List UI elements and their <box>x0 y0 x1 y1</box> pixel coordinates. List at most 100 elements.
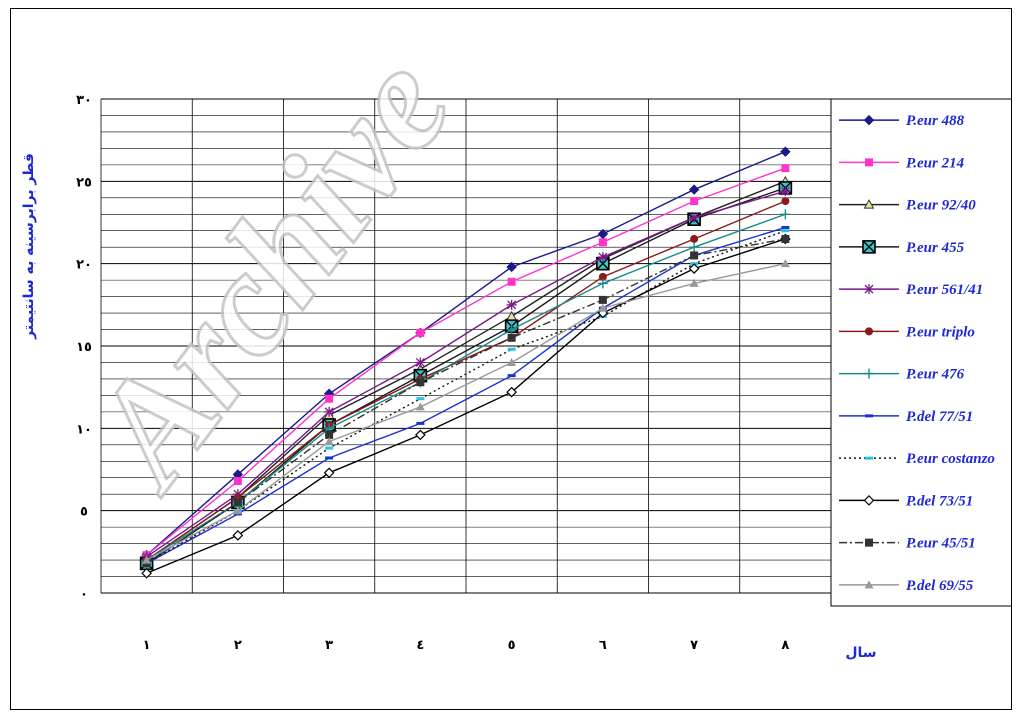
y-tick-label: ٠ <box>80 587 88 602</box>
series-line <box>146 238 786 564</box>
legend-marker <box>865 327 873 336</box>
data-point <box>780 209 791 220</box>
data-point <box>506 261 517 273</box>
series-line <box>146 213 786 561</box>
data-point <box>780 186 791 197</box>
data-point <box>598 295 607 304</box>
data-point <box>416 378 425 387</box>
data-point <box>780 259 790 268</box>
legend-box <box>830 98 1011 607</box>
legend-label: P.eur 488 <box>906 113 965 129</box>
legend-marker <box>864 284 874 295</box>
data-point <box>323 467 335 479</box>
series-line <box>146 226 786 564</box>
data-point <box>689 278 699 287</box>
legend-label: P.eur 455 <box>906 240 965 256</box>
data-point <box>233 477 242 486</box>
x-tick-label: ٢ <box>234 638 242 653</box>
legend-label: P.eur 214 <box>906 155 965 171</box>
data-point <box>416 397 425 401</box>
series-line <box>146 151 786 556</box>
data-point <box>688 184 700 195</box>
y-tick-label: ٢٥ <box>76 175 92 190</box>
legend-marker <box>864 580 874 589</box>
data-point <box>142 555 152 564</box>
data-point <box>325 394 334 403</box>
data-point <box>781 164 790 173</box>
data-point <box>598 272 607 281</box>
data-point <box>325 456 334 460</box>
data-point <box>506 324 517 335</box>
legend-label: P.eur 476 <box>906 367 965 383</box>
data-point <box>507 277 516 286</box>
data-point <box>507 333 516 342</box>
data-point <box>324 406 335 417</box>
y-tick-label: ١٠ <box>76 422 92 437</box>
data-point <box>415 429 426 441</box>
data-point <box>232 530 244 541</box>
data-point <box>415 357 426 368</box>
legend-label: P.eur 561/41 <box>906 282 983 298</box>
x-tick-label: ٧ <box>690 638 698 653</box>
data-point <box>233 506 243 515</box>
chart-frame: ٠ ٥ ١٠ ١٥ ٢٠ ٢٥ ٣٠ ١ ٢ ٣ ٤ ٥ ٦ ٧ ٨ قطر برابرسینه به س… <box>10 8 1012 710</box>
legend-marker <box>864 368 874 379</box>
y-tick-label: ١٥ <box>76 340 92 355</box>
series-line <box>146 262 786 561</box>
x-tick-labels: ١ ٢ ٣ ٤ ٥ ٦ ٧ ٨ <box>143 638 790 653</box>
data-point <box>780 146 791 157</box>
legend-marker <box>865 158 873 167</box>
data-point <box>781 197 790 206</box>
data-point <box>688 263 700 274</box>
data-point <box>141 567 152 579</box>
data-point <box>416 328 425 337</box>
data-point <box>506 386 517 398</box>
series-line <box>146 167 786 556</box>
data-point <box>415 402 425 411</box>
data-point <box>324 437 334 446</box>
y-tick-label: ٣٠ <box>76 93 92 108</box>
x-tick-label: ٣ <box>325 638 333 653</box>
series-line <box>146 238 786 574</box>
legend-label: P.eur 45/51 <box>906 536 976 552</box>
x-tick-label: ١ <box>143 638 151 653</box>
legend-marker <box>863 199 875 209</box>
data-point <box>598 303 608 312</box>
data-point <box>689 212 700 223</box>
y-tick-labels: ٠ ٥ ١٠ ١٥ ٢٠ ٢٥ ٣٠ <box>76 93 92 602</box>
data-point <box>597 278 608 289</box>
x-axis-title: سال <box>845 645 876 661</box>
x-tick-label: ٤ <box>416 638 424 653</box>
data-point <box>325 446 334 450</box>
plot-grid <box>100 98 832 594</box>
legend-label: P.eur triplo <box>906 324 975 340</box>
y-tick-label: ٢٠ <box>76 258 92 273</box>
data-point <box>598 238 607 247</box>
data-point <box>506 299 517 310</box>
series-line <box>146 190 786 558</box>
legend-marker <box>863 495 875 506</box>
data-point <box>325 430 334 439</box>
data-point <box>781 229 790 233</box>
data-point <box>690 234 699 243</box>
archive-watermark: Archive <box>55 26 483 518</box>
data-point <box>781 225 790 229</box>
series-line <box>146 200 786 561</box>
x-tick-label: ٥ <box>508 638 516 653</box>
legend-marker <box>865 456 873 460</box>
data-point <box>690 197 699 206</box>
y-tick-label: ٥ <box>80 505 88 520</box>
data-point <box>507 347 516 351</box>
legend: P.eur 488 P.eur 214 P.eur 92/40 P.eur 455 P.… <box>830 98 1011 607</box>
legend-label: P.eur costanzo <box>906 451 995 467</box>
x-tick-label: ٨ <box>781 638 789 653</box>
legend-label: P.del 77/51 <box>906 409 973 425</box>
series-line <box>146 230 786 564</box>
legend-label: P.del 69/55 <box>906 578 974 594</box>
legend-marker <box>865 538 873 547</box>
legend-marker <box>862 240 876 254</box>
chart-svg: ٠ ٥ ١٠ ١٥ ٢٠ ٢٥ ٣٠ ١ ٢ ٣ ٤ ٥ ٦ ٧ ٨ قطر برابرسینه به س… <box>21 24 1011 661</box>
data-point <box>689 242 700 253</box>
data-point <box>416 421 425 425</box>
x-tick-label: ٦ <box>599 638 607 653</box>
